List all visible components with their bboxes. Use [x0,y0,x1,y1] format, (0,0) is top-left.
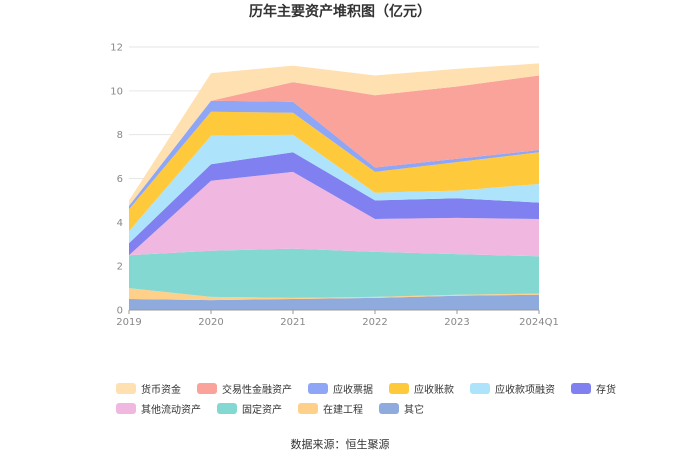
legend-item[interactable]: 存货 [571,381,616,396]
legend-item[interactable]: 应收账款 [389,381,454,396]
legend-swatch [116,382,136,394]
data-source: 数据来源：恒生聚源 [290,438,390,451]
legend-swatch [298,402,318,414]
chart-title: 历年主要资产堆积图（亿元） [249,3,431,20]
x-tick-label: 2019 [116,317,141,328]
legend-swatch [571,382,591,394]
area-9 [129,63,539,206]
legend-label: 其它 [404,404,424,416]
area-3 [129,171,539,257]
legend-item[interactable]: 应收票据 [308,381,373,396]
legend-label: 存货 [596,384,616,396]
legend-swatch [379,402,399,414]
y-tick-label: 0 [117,306,123,317]
legend-item[interactable]: 其他流动资产 [116,401,201,416]
legend-swatch [470,382,490,394]
legend-item[interactable]: 其它 [379,401,424,416]
axes: 0 2 4 6 8 10 12 2019 2020 2021 2022 2023 2024Q1 [110,43,559,329]
area-4 [129,152,539,256]
area-2 [129,248,539,298]
y-tick-label: 12 [110,43,123,54]
legend-label: 其他流动资产 [141,404,201,416]
area-1 [129,288,539,301]
legend-label: 应收票据 [333,384,373,396]
legend-swatch [389,382,409,394]
stacked-area-chart: 历年主要资产堆积图（亿元） 0 2 4 6 8 10 12 2019 2020 2021 2022 2… [110,3,559,329]
legend-swatch [116,402,136,414]
x-tick-label: 2022 [362,317,387,328]
legend-label: 货币资金 [141,384,181,396]
y-tick-label: 10 [110,86,123,97]
y-tick-label: 4 [117,218,123,229]
legend-label: 应收账款 [414,384,454,396]
area-series [129,63,539,310]
legend-swatch [217,402,237,414]
area-8 [129,75,539,206]
legend-label: 应收款项融资 [495,384,555,396]
legend-row: 货币资金 交易性金融资产 应收票据 应收账款 应收款项融资 存货 [116,378,616,398]
y-tick-label: 8 [117,130,123,141]
legend-swatch [197,382,217,394]
legend-item[interactable]: 在建工程 [298,401,363,416]
legend-item[interactable]: 固定资产 [217,401,282,416]
x-tick-label: 2020 [198,317,223,328]
legend-item[interactable]: 货币资金 [116,381,181,396]
legend-swatch [308,382,328,394]
legend-row: 其他流动资产 固定资产 在建工程 其它 [116,398,576,418]
legend: 货币资金 交易性金融资产 应收票据 应收账款 应收款项融资 存货其他流动资产 固定资产 在建工… [116,378,616,418]
legend-label: 固定资产 [242,404,282,416]
x-tick-label: 2023 [444,317,469,328]
area-0 [129,294,539,310]
x-tick-label: 2021 [280,317,305,328]
legend-label: 交易性金融资产 [222,384,292,396]
area-6 [129,111,539,232]
legend-item[interactable]: 应收款项融资 [470,381,555,396]
x-tick-label: 2024Q1 [519,317,559,328]
legend-item[interactable]: 交易性金融资产 [197,381,292,396]
y-tick-label: 2 [117,262,123,273]
legend-label: 在建工程 [323,404,363,416]
y-tick-label: 6 [117,174,123,185]
